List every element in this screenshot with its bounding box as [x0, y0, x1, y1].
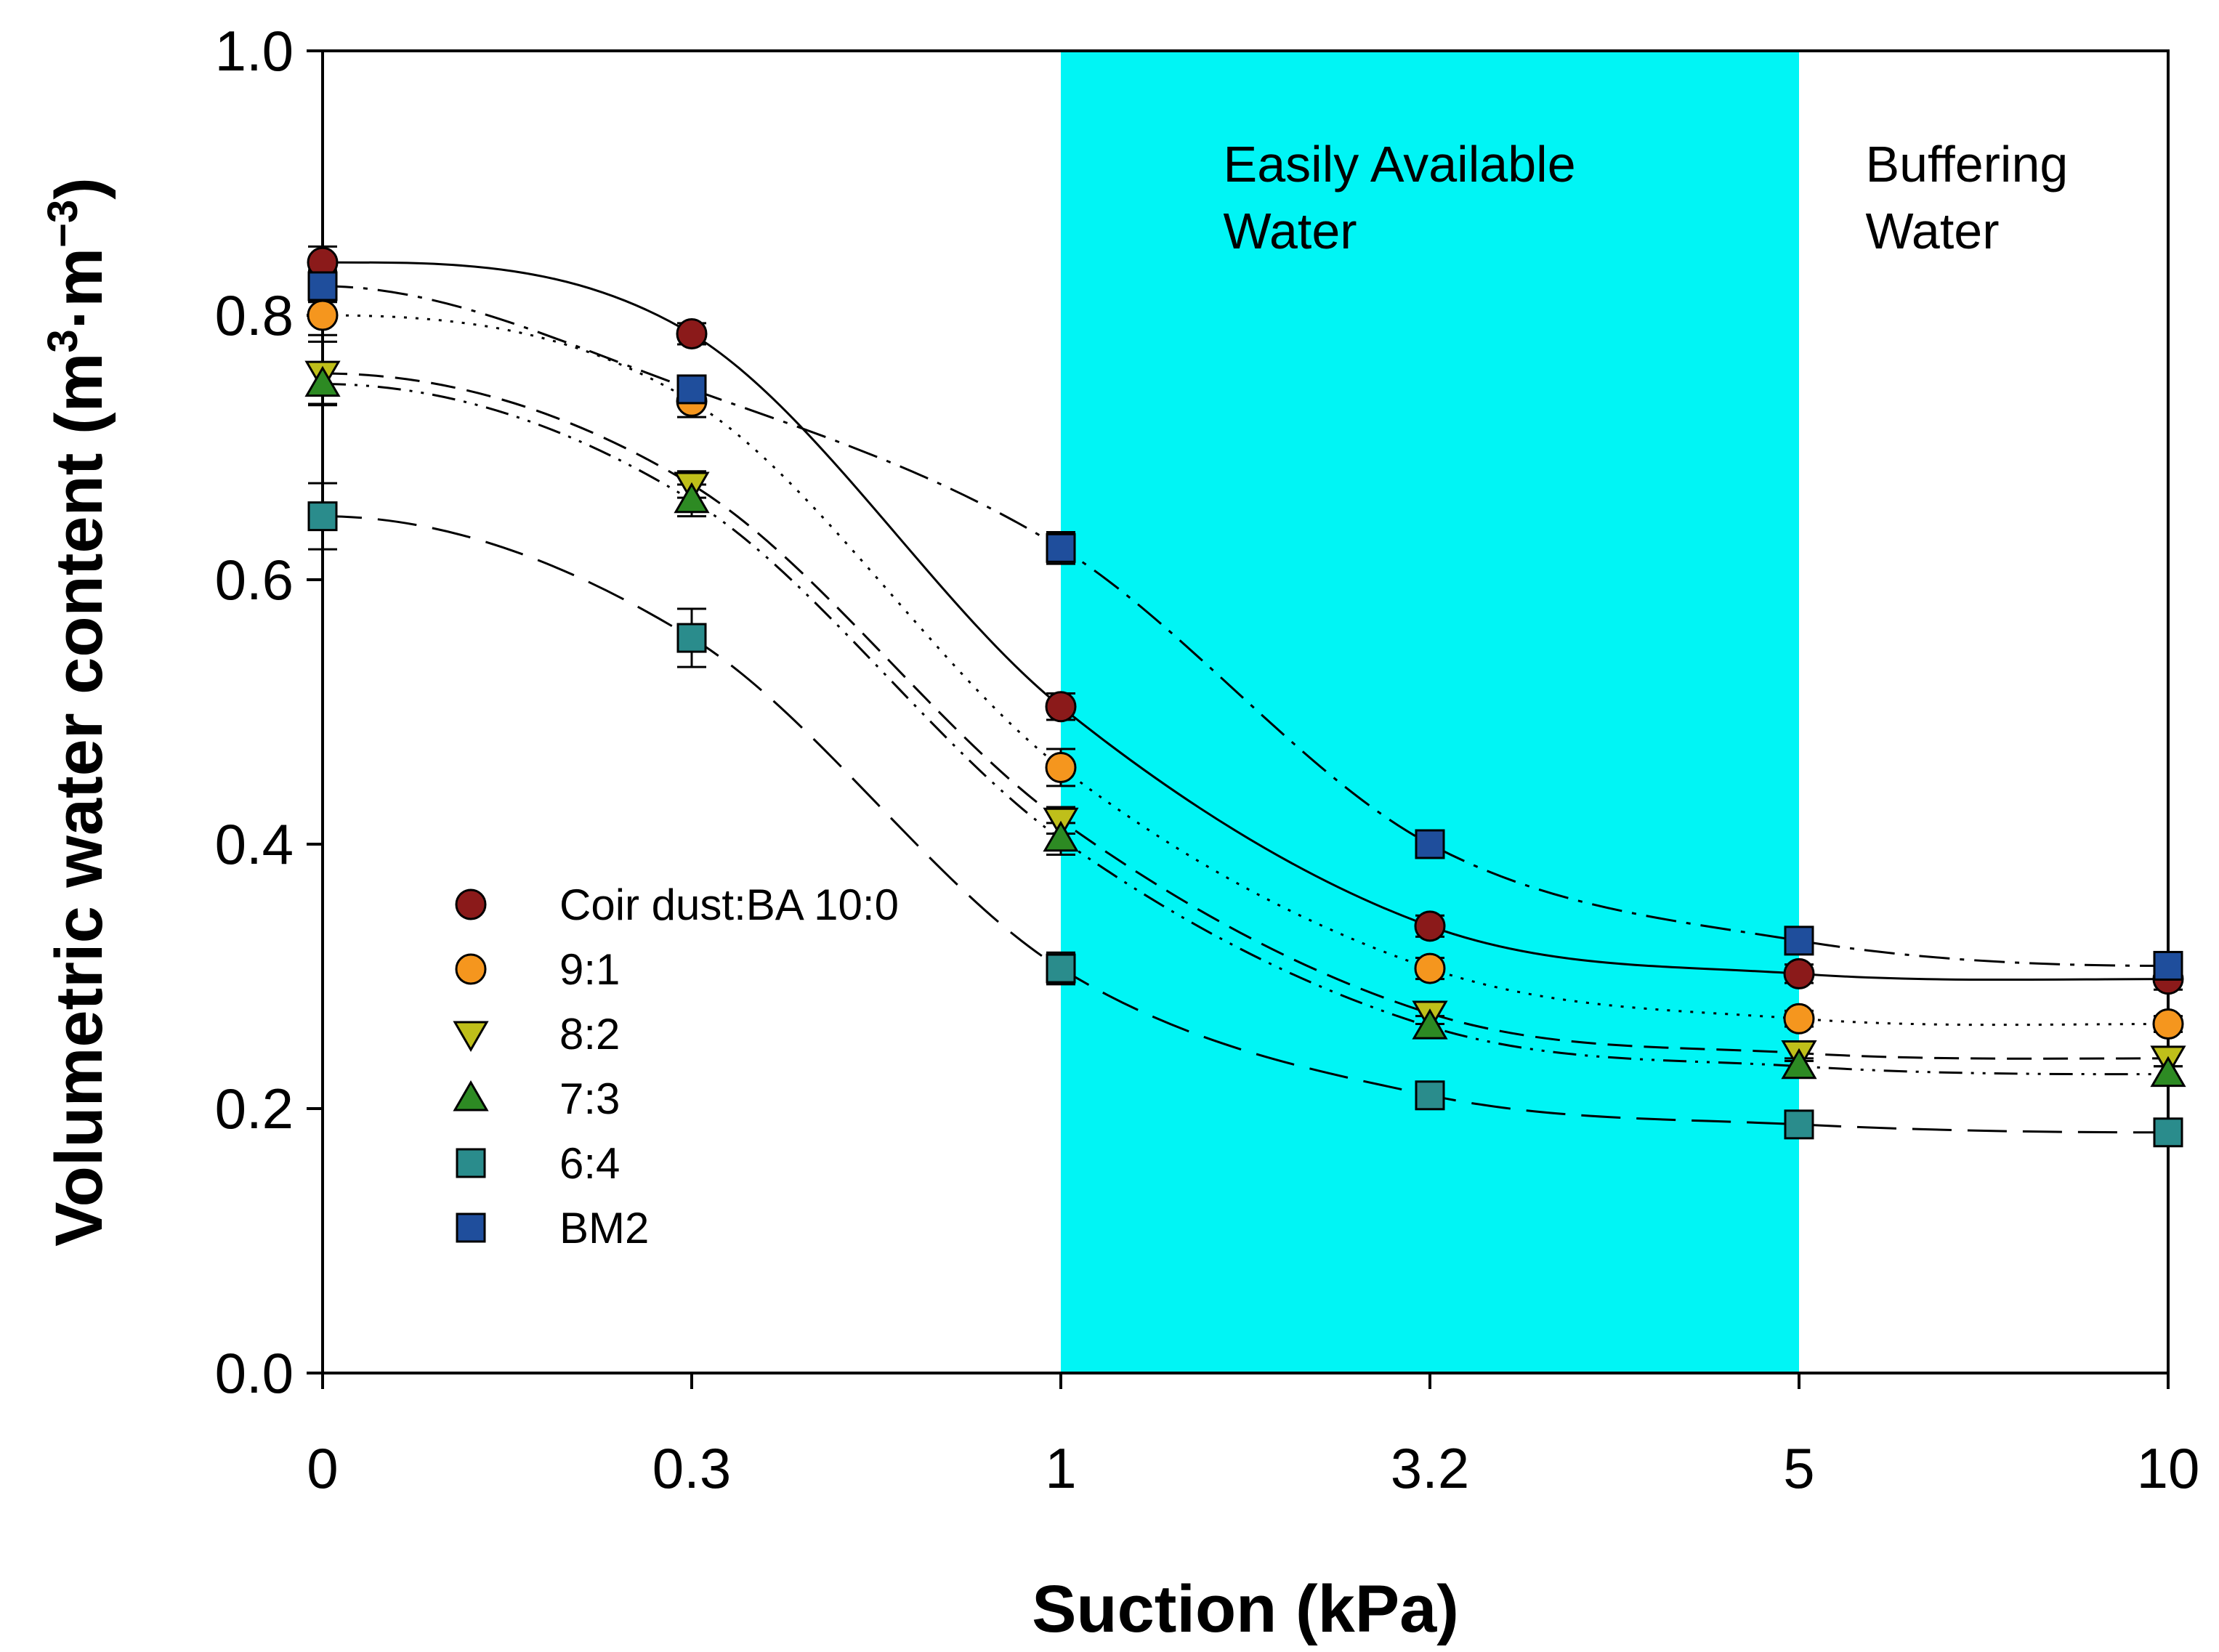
- region-label-0-line2: Water: [1224, 203, 1357, 259]
- data-point-series-4: [2153, 1117, 2183, 1148]
- data-point-series-0: [676, 317, 708, 349]
- legend-marker-4: [456, 1148, 486, 1178]
- data-point-series-4: [1784, 1109, 1814, 1140]
- data-point-series-5: [1784, 926, 1814, 956]
- data-point-series-3: [674, 482, 710, 514]
- y-tick-label: 0.6: [215, 548, 294, 612]
- data-point-series-1: [2152, 1008, 2184, 1040]
- x-axis-title: Suction (kPa): [1032, 1572, 1459, 1646]
- data-point-series-3: [2150, 1056, 2186, 1088]
- legend-label-1: 9:1: [559, 945, 620, 994]
- y-axis-title-sup2: −3: [39, 200, 86, 248]
- region-band-0: [1061, 51, 1799, 1373]
- y-axis-title-sup1: 3: [39, 329, 86, 352]
- series-markers: [304, 246, 2186, 1148]
- data-point-series-4: [1046, 953, 1076, 984]
- y-axis-title-dot: ·: [42, 307, 116, 330]
- y-tick-label: 0.0: [215, 1341, 294, 1405]
- legend: Coir dust:BA 10:0 9:1 8:2 7:3 6:4 BM2: [453, 880, 899, 1252]
- data-point-series-0: [1045, 691, 1077, 723]
- legend-label-3: 7:3: [559, 1074, 620, 1123]
- x-tick-label: 1: [1045, 1436, 1076, 1500]
- data-point-series-3: [304, 365, 341, 397]
- data-point-series-1: [1783, 1003, 1815, 1034]
- legend-marker-2: [453, 1021, 489, 1052]
- region-label-0-line1: Easily Available: [1224, 136, 1576, 193]
- region-label-1-line2: Water: [1865, 203, 1999, 259]
- data-point-series-5: [1415, 829, 1445, 859]
- legend-marker-1: [455, 953, 487, 985]
- plot-frame: [321, 49, 2170, 1374]
- legend-label-2: 8:2: [559, 1010, 620, 1058]
- data-point-series-1: [1045, 751, 1077, 783]
- legend-marker-5: [456, 1212, 486, 1243]
- x-tick-label: 10: [2137, 1436, 2200, 1500]
- y-axis-title-m: m: [42, 248, 116, 307]
- data-point-series-4: [1415, 1080, 1445, 1111]
- legend-label-0: Coir dust:BA 10:0: [559, 880, 899, 929]
- data-point-series-4: [307, 501, 338, 532]
- x-axis: 0 0.3 1 3.2 5 10: [307, 1373, 2199, 1500]
- data-point-series-3: [1781, 1048, 1817, 1080]
- legend-label-4: 6:4: [559, 1139, 620, 1188]
- data-point-series-3: [1043, 820, 1079, 852]
- y-axis-title: Volumetric water content (m3·m−3): [39, 177, 116, 1247]
- data-point-series-1: [1414, 952, 1446, 984]
- x-tick-label: 0.3: [652, 1436, 731, 1500]
- region-layer: Easily Available Water Buffering Water: [1061, 51, 2068, 1373]
- data-point-series-4: [676, 623, 707, 653]
- series-line-5: [322, 285, 2169, 967]
- data-point-series-5: [307, 271, 338, 301]
- series-line-2: [322, 372, 2169, 1060]
- y-axis: 0.0 0.2 0.4 0.6 0.8 1.0: [215, 19, 323, 1405]
- y-tick-label: 1.0: [215, 19, 294, 83]
- x-tick-label: 3.2: [1391, 1436, 1469, 1500]
- x-tick-label: 0: [307, 1436, 338, 1500]
- series-line-0: [322, 261, 2169, 981]
- data-point-series-5: [1046, 533, 1076, 563]
- legend-marker-3: [453, 1080, 489, 1112]
- data-point-series-0: [1414, 910, 1446, 942]
- legend-label-5: BM2: [559, 1204, 649, 1252]
- x-tick-label: 5: [1783, 1436, 1814, 1500]
- y-axis-title-close: ): [42, 177, 116, 200]
- y-axis-title-main: Volumetric water content (m: [42, 353, 116, 1247]
- data-point-series-3: [1412, 1008, 1448, 1040]
- series-line-3: [322, 383, 2169, 1076]
- y-axis-title-group: Volumetric water content (m3·m−3): [39, 177, 116, 1247]
- region-label-1-line1: Buffering: [1865, 136, 2068, 193]
- data-point-series-5: [676, 374, 707, 405]
- series-lines: [322, 261, 2169, 1134]
- data-point-series-1: [307, 299, 339, 331]
- series-line-4: [322, 515, 2169, 1134]
- legend-marker-0: [455, 888, 487, 920]
- y-tick-label: 0.8: [215, 283, 294, 347]
- y-tick-label: 0.4: [215, 812, 294, 876]
- data-point-series-5: [2153, 950, 2183, 981]
- y-tick-label: 0.2: [215, 1077, 294, 1141]
- data-point-series-0: [1783, 957, 1815, 989]
